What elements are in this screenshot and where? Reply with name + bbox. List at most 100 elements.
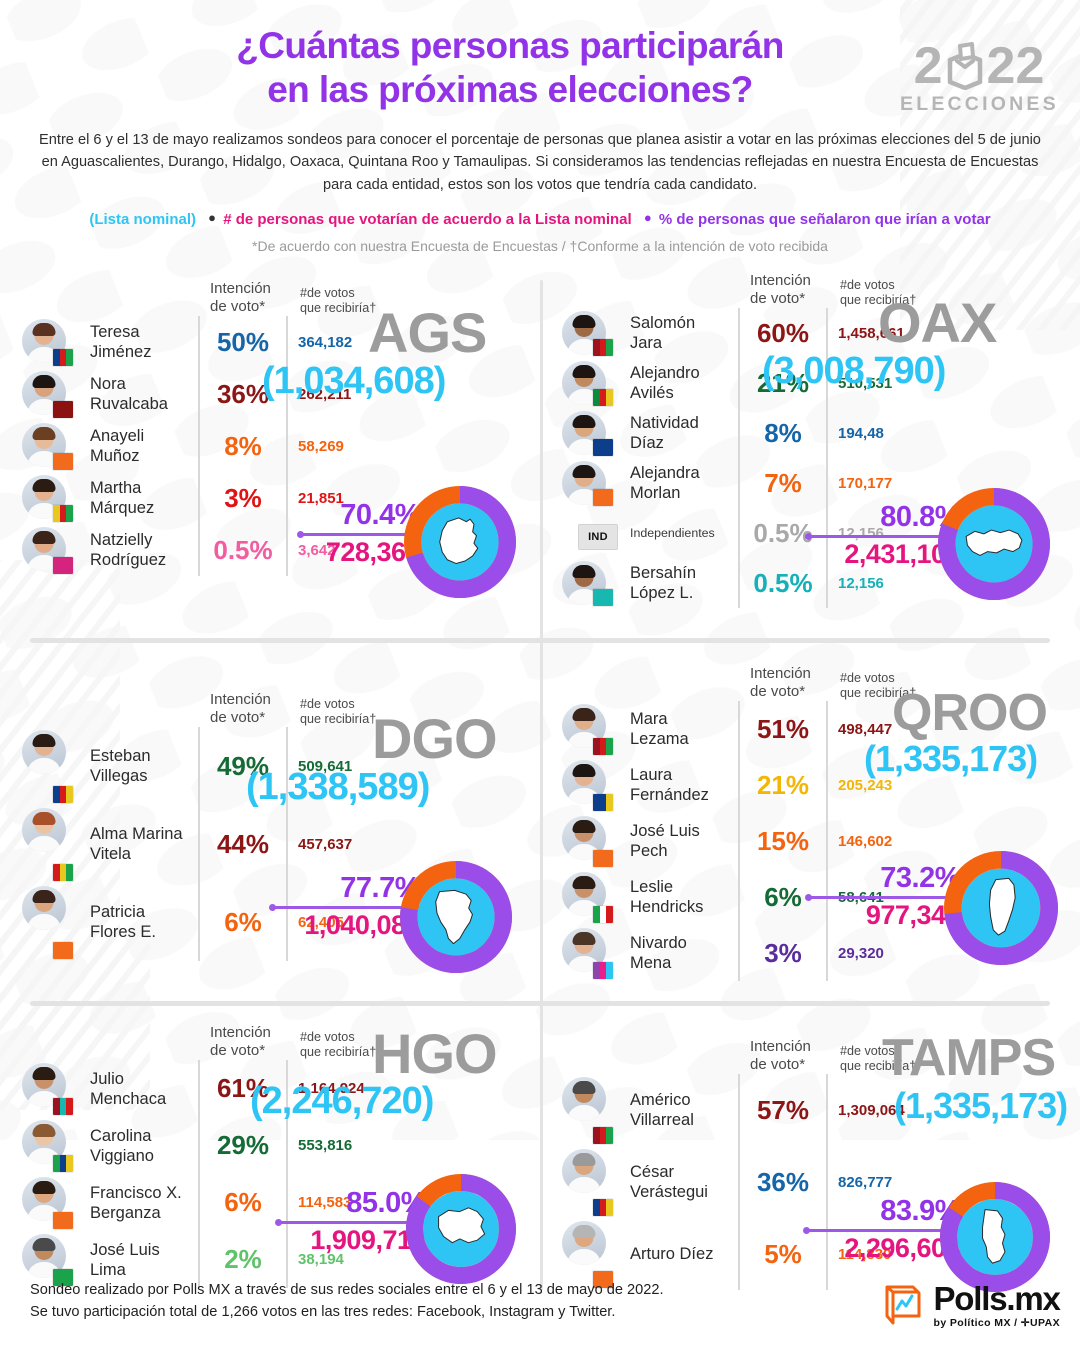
party-color-swatch	[599, 794, 607, 812]
party-color-swatch	[599, 489, 607, 507]
logo-year-row: 2 22	[900, 40, 1058, 92]
avatar-body	[567, 1105, 601, 1122]
avatar-hair	[572, 315, 596, 329]
candidate-name: Mara Lezama	[626, 709, 738, 749]
candidate-name: Alma Marina Vitela	[86, 824, 198, 864]
party-color-swatch	[66, 557, 73, 575]
avatar-hair	[572, 820, 596, 834]
turnout-donut-chart	[940, 1181, 1050, 1292]
candidate-photo	[22, 472, 86, 524]
vote-intention-pct: 51%	[756, 713, 810, 744]
party-logo	[592, 338, 614, 358]
candidate-name-line1: Alejandra	[630, 464, 700, 483]
candidate-photo	[562, 408, 626, 458]
party-color-swatch	[593, 389, 600, 407]
logo-subtitle: ELECCIONES	[900, 93, 1059, 115]
party-color-swatch	[593, 794, 600, 812]
party-color-swatch	[53, 453, 60, 471]
candidate-name: Natzielly Rodríguez	[86, 530, 198, 570]
candidate-name-line1: Laura	[630, 766, 673, 785]
candidate-name: Teresa Jiménez	[86, 322, 198, 362]
party-color-swatch	[593, 1127, 600, 1145]
vote-intention-pct: 2%	[224, 1244, 262, 1275]
avatar-hair	[32, 1124, 56, 1138]
party-color-swatch	[53, 1212, 60, 1230]
legend-votes-text: # de personas que votarían de acuerdo a …	[223, 210, 632, 228]
state-abbreviation: HGO	[372, 1021, 498, 1085]
candidate-name: Américo Villarreal	[626, 1090, 738, 1130]
candidate-photo	[22, 1060, 86, 1117]
candidate-row[interactable]: Nivardo Mena 3% 29,320	[562, 925, 938, 982]
candidate-name: José Luis Lima	[86, 1240, 198, 1280]
candidate-name-line2: Fernández	[630, 786, 709, 805]
party-color-swatch	[53, 401, 60, 419]
state-lista-nominal: (1,338,589)	[246, 765, 430, 808]
candidate-name: Patricia Flores E.	[86, 902, 198, 942]
footer-note: Sondeo realizado por Polls MX a través d…	[30, 1279, 664, 1324]
party-color-swatch	[66, 453, 73, 471]
party-logo	[592, 438, 614, 458]
candidate-name-line2: Pech	[630, 842, 668, 861]
party-logo	[592, 849, 614, 869]
candidate-name: Nora Ruvalcaba	[86, 374, 198, 414]
estimated-votes: 12,156	[838, 574, 884, 592]
vote-intention-pct: 0.5%	[213, 534, 273, 565]
candidate-name-line2: Viggiano	[90, 1146, 154, 1165]
footer-line-1: Sondeo realizado por Polls MX a través d…	[30, 1281, 664, 1298]
candidate-name-line2: Lima	[90, 1260, 126, 1279]
party-logo	[52, 504, 74, 524]
party-color-swatch	[53, 786, 60, 804]
candidate-name-line1: Julio	[90, 1069, 124, 1088]
vote-intention-pct: 0.5%	[753, 567, 813, 598]
party-logo	[52, 1211, 74, 1231]
pollsmx-subtitle: by Político MX / ✛UPAX	[933, 1316, 1060, 1329]
turnout-percentage: 77.7%	[340, 871, 420, 904]
candidate-photo	[562, 925, 626, 981]
candidate-name-line2: Lezama	[630, 730, 689, 749]
candidate-name-line2: Vitela	[90, 845, 131, 864]
candidate-name-line2: Mena	[630, 954, 672, 973]
party-logo	[592, 793, 614, 813]
state-abbreviation: OAX	[878, 290, 997, 354]
party-logo	[52, 785, 74, 805]
grid-row: Intención de voto* #de votos que recibir…	[0, 1006, 1080, 1306]
party-color-swatch	[593, 738, 600, 756]
candidate-row[interactable]: Natividad Díaz 8% 194,48	[562, 408, 938, 459]
candidate-photo	[562, 813, 626, 869]
turnout-percentage: 85.0%	[346, 1186, 426, 1219]
party-color-swatch	[606, 1199, 613, 1217]
party-color-swatch	[53, 505, 60, 523]
avatar-hair	[572, 565, 596, 579]
party-color-swatch	[66, 786, 73, 804]
state-panel-oax: Intención de voto* #de votos que recibir…	[540, 270, 1080, 632]
turnout-donut-wrapper	[400, 860, 512, 978]
logo-digit-2: 2	[913, 37, 943, 95]
party-color-swatch	[593, 439, 600, 457]
candidates-table: Intención de voto* #de votos que recibir…	[562, 665, 938, 982]
candidate-name-line2: López L.	[630, 584, 694, 603]
turnout-summary: 83.9% 2,296,604	[803, 1194, 961, 1264]
candidate-name: Salomón Jara	[626, 313, 738, 353]
state-panel-tamps: Intención de voto* #de votos que recibir…	[540, 1006, 1080, 1306]
candidate-photo	[22, 368, 86, 420]
party-color-swatch	[59, 1212, 67, 1230]
candidate-row[interactable]: Anayeli Muñoz 8% 58,269	[22, 420, 398, 473]
vote-intention-pct: 15%	[756, 825, 810, 856]
party-color-swatch	[593, 589, 600, 607]
column-header-intencion: Intención de voto*	[750, 664, 811, 701]
party-logo	[52, 400, 74, 420]
candidate-name: Esteban Villegas	[86, 746, 198, 786]
table-column-headers: Intención de voto* #de votos que recibir…	[22, 691, 398, 728]
column-header-intencion: Intención de voto*	[750, 1037, 811, 1074]
party-color-swatch	[593, 906, 600, 924]
party-color-swatch	[593, 850, 600, 868]
candidate-name-line2: Márquez	[90, 499, 155, 518]
party-color-swatch	[606, 850, 613, 868]
turnout-percentage: 83.9%	[880, 1194, 960, 1227]
turnout-votes: 2,296,604	[844, 1233, 960, 1264]
avatar	[22, 808, 66, 853]
pollsmx-logo[interactable]: Polls.mx by Político MX / ✛UPAX	[879, 1282, 1061, 1329]
candidate-row[interactable]: Carolina Viggiano 29% 553,816	[22, 1117, 398, 1175]
avatar-body	[27, 914, 61, 931]
